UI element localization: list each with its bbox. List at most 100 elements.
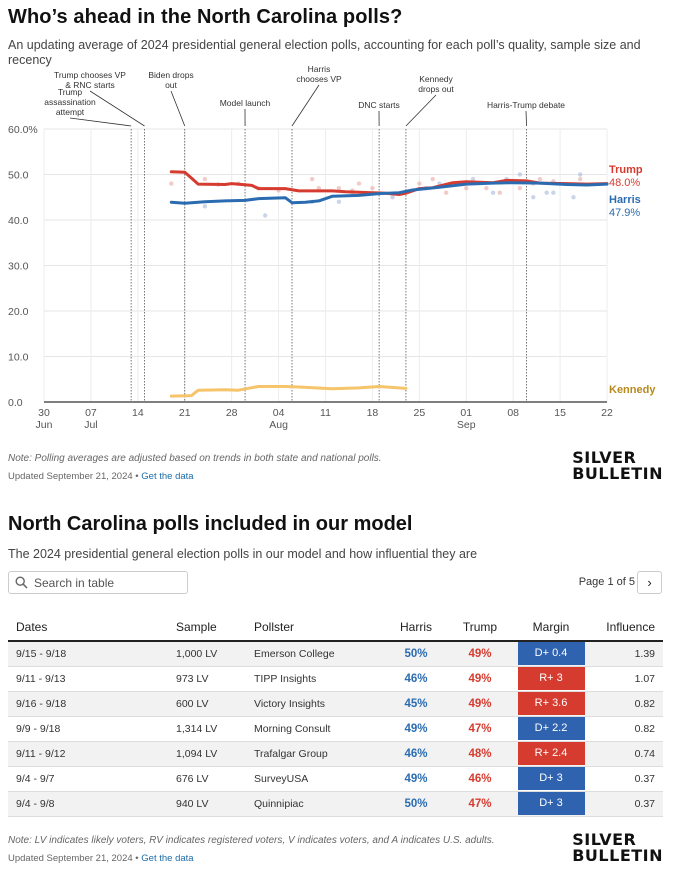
cell-margin: D+ 0.4 (514, 641, 588, 667)
cell-margin: R+ 2.4 (514, 741, 588, 767)
x-tick-label: 18 (367, 407, 379, 419)
col-harris[interactable]: Harris (386, 614, 446, 642)
x-tick-label: 25 (413, 407, 425, 419)
col-sample[interactable]: Sample (168, 614, 246, 642)
event-label: Biden drops out (148, 70, 193, 90)
table-row: 9/11 - 9/13 973 LV TIPP Insights 46% 49% R+ 3… (8, 666, 663, 692)
trump-poll-dot (430, 176, 435, 182)
table-note: Note: LV indicates likely voters, RV ind… (8, 835, 495, 846)
search-icon (15, 576, 28, 589)
kennedy-series-line (169, 385, 408, 398)
table-header-row: Dates Sample Pollster Harris Trump Margi… (8, 614, 663, 642)
table-row: 9/16 - 9/18 600 LV Victory Insights 45% 49% R… (8, 691, 663, 717)
table-row: 9/11 - 9/12 1,094 LV Trafalgar Group 46% 48%… (8, 741, 663, 767)
col-influence[interactable]: Influence (588, 614, 663, 642)
trump-poll-dot (577, 176, 583, 182)
x-tick-label: 15 (554, 407, 566, 419)
y-tick-label: 20.0 (8, 306, 29, 318)
trump-poll-dot (443, 190, 449, 195)
page-indicator: Page 1 of 5 (578, 576, 635, 588)
chart-note: Note: Polling averages are adjusted base… (8, 453, 382, 464)
harris-poll-dot (262, 213, 268, 218)
chart-subtitle: An updating average of 2024 presidential… (8, 38, 641, 67)
cell-pollster: Morning Consult (246, 716, 386, 742)
x-tick-label: 28 (226, 407, 238, 419)
cell-dates: 9/4 - 9/7 (8, 766, 168, 792)
chevron-right-icon: › (647, 575, 652, 590)
trump-poll-dot (169, 181, 174, 186)
table-row: 9/9 - 9/18 1,314 LV Morning Consult 49% 47% D… (8, 716, 663, 742)
trump-poll-dot (336, 185, 342, 191)
x-month-label: Jul (84, 419, 97, 431)
table-subtitle: The 2024 presidential general election p… (8, 547, 478, 561)
trump-poll-dot (202, 176, 208, 182)
margin-badge: D+ 3 (517, 792, 585, 815)
cell-influence: 1.07 (588, 666, 663, 692)
event-label: Harris-Trump debate (487, 100, 565, 110)
harris-poll-dot (571, 195, 576, 200)
trump-poll-dot (356, 181, 362, 186)
margin-badge: D+ 2.2 (517, 717, 585, 740)
get-data-link-2[interactable]: Get the data (141, 853, 194, 864)
cell-margin: D+ 3 (514, 791, 588, 817)
cell-influence: 1.39 (588, 641, 663, 667)
harris-legend-label: Harris (609, 194, 641, 206)
cell-harris: 50% (386, 641, 446, 667)
y-tick-label: 10.0 (8, 352, 29, 364)
harris-poll-dot (577, 172, 583, 177)
harris-poll-dot (531, 195, 536, 200)
cell-dates: 9/9 - 9/18 (8, 716, 168, 742)
trump-poll-dot (497, 190, 502, 195)
margin-badge: R+ 2.4 (517, 742, 585, 765)
cell-pollster: Emerson College (246, 641, 386, 667)
margin-badge: R+ 3.6 (517, 692, 585, 715)
harris-poll-dot (551, 190, 556, 195)
harris-poll-dot (517, 172, 523, 177)
harris-end-value: 47.9% (609, 207, 640, 219)
cell-dates: 9/11 - 9/13 (8, 666, 168, 692)
trump-legend-label: Trump (609, 164, 643, 176)
cell-sample: 676 LV (168, 766, 246, 792)
col-dates[interactable]: Dates (8, 614, 168, 642)
x-tick-label: 04 (273, 407, 285, 419)
search-box[interactable] (8, 571, 188, 594)
cell-pollster: Quinnipiac (246, 791, 386, 817)
trump-poll-dot (464, 185, 469, 191)
get-data-link[interactable]: Get the data (141, 471, 194, 482)
cell-pollster: TIPP Insights (246, 666, 386, 692)
cell-sample: 940 LV (168, 791, 246, 817)
y-tick-label: 0.0 (8, 397, 23, 409)
event-label: Model launch (220, 98, 271, 108)
cell-dates: 9/16 - 9/18 (8, 691, 168, 717)
page-title: Who’s ahead in the North Carolina polls? (8, 6, 403, 28)
y-tick-label: 50.0 (8, 170, 29, 182)
cell-pollster: SurveyUSA (246, 766, 386, 792)
event-label: Kennedy drops out (418, 74, 454, 94)
x-month-label: Sep (457, 419, 476, 431)
search-input[interactable] (34, 575, 174, 590)
cell-pollster: Victory Insights (246, 691, 386, 717)
chart-updated: Updated September 21, 2024 • Get the dat… (8, 471, 194, 482)
cell-trump: 49% (446, 691, 514, 717)
cell-harris: 49% (386, 716, 446, 742)
x-tick-label: 14 (132, 407, 144, 419)
col-margin[interactable]: Margin (514, 614, 588, 642)
cell-influence: 0.37 (588, 766, 663, 792)
table-row: 9/15 - 9/18 1,000 LV Emerson College 50% 49%… (8, 641, 663, 667)
table-title: North Carolina polls included in our mod… (8, 513, 413, 535)
cell-trump: 48% (446, 741, 514, 767)
cell-influence: 0.74 (588, 741, 663, 767)
col-pollster[interactable]: Pollster (246, 614, 386, 642)
event-label: Trump chooses VP & RNC starts (54, 70, 126, 90)
event-leader-line (405, 94, 437, 127)
next-page-button[interactable]: › (637, 571, 662, 594)
table-row: 9/4 - 9/7 676 LV SurveyUSA 49% 46% D+ 3 0.37 (8, 766, 663, 792)
cell-dates: 9/4 - 9/8 (8, 791, 168, 817)
harris-poll-dot (336, 199, 342, 204)
event-leader-line (89, 90, 145, 127)
cell-harris: 45% (386, 691, 446, 717)
harris-poll-dot (470, 176, 476, 182)
col-trump[interactable]: Trump (446, 614, 514, 642)
cell-sample: 1,314 LV (168, 716, 246, 742)
cell-sample: 600 LV (168, 691, 246, 717)
